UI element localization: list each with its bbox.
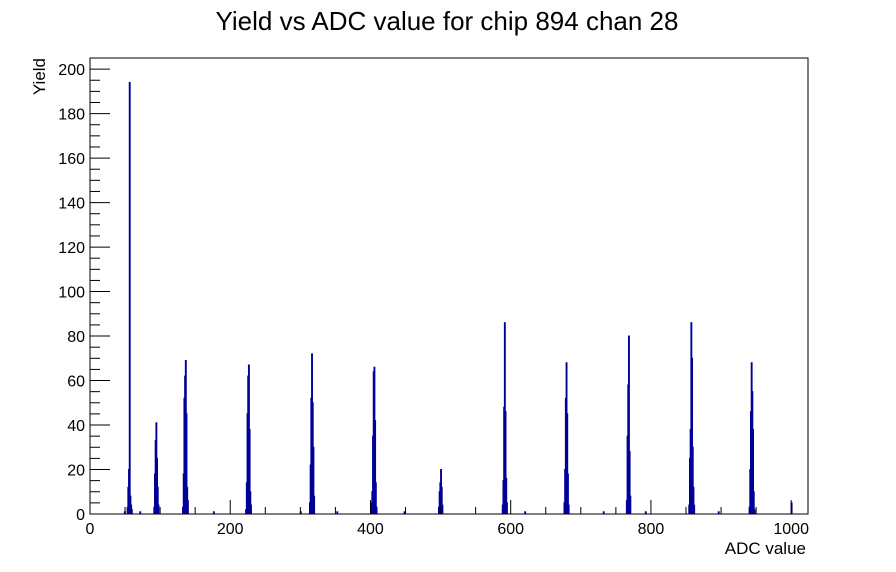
histogram-bin (693, 504, 696, 515)
y-tick-label: 40 (67, 418, 85, 435)
y-axis-label: Yield (30, 58, 49, 95)
x-axis: 0 200 400 600 800 1000 (86, 500, 809, 538)
y-tick-label: 200 (58, 62, 85, 79)
histogram-bin (186, 500, 189, 515)
histogram-bin (441, 504, 444, 515)
histogram-bin (567, 504, 570, 515)
x-tick-label: 400 (357, 521, 384, 538)
histogram-bin (157, 504, 160, 515)
x-tick-label: 200 (217, 521, 244, 538)
x-axis-label: ADC value (725, 539, 806, 558)
y-tick-label: 140 (58, 196, 85, 213)
x-tick-label: 800 (638, 521, 665, 538)
y-tick-label: 120 (58, 240, 85, 257)
y-tick-label: 0 (76, 507, 85, 524)
histogram-bin (313, 495, 316, 515)
chart-title: Yield vs ADC value for chip 894 chan 28 (216, 6, 679, 36)
y-tick-label: 20 (67, 463, 85, 480)
histogram-bin (250, 504, 252, 515)
y-tick-label: 160 (58, 151, 85, 168)
y-tick-label: 80 (67, 329, 85, 346)
histogram-bin (375, 506, 378, 515)
histogram-bin (130, 509, 133, 515)
histogram-bin (753, 509, 756, 515)
plot-frame (89, 57, 809, 515)
y-axis: 0 20 40 60 80 100 120 140 160 180 200 (58, 57, 110, 524)
histogram-bin (629, 495, 632, 515)
histogram-bin (128, 81, 131, 515)
histogram-bin (506, 502, 508, 515)
y-tick-label: 60 (67, 374, 85, 391)
y-tick-label: 180 (58, 107, 85, 124)
x-tick-label: 0 (86, 521, 95, 538)
x-tick-label: 1000 (773, 521, 809, 538)
y-tick-label: 100 (58, 285, 85, 302)
x-tick-label: 600 (497, 521, 524, 538)
